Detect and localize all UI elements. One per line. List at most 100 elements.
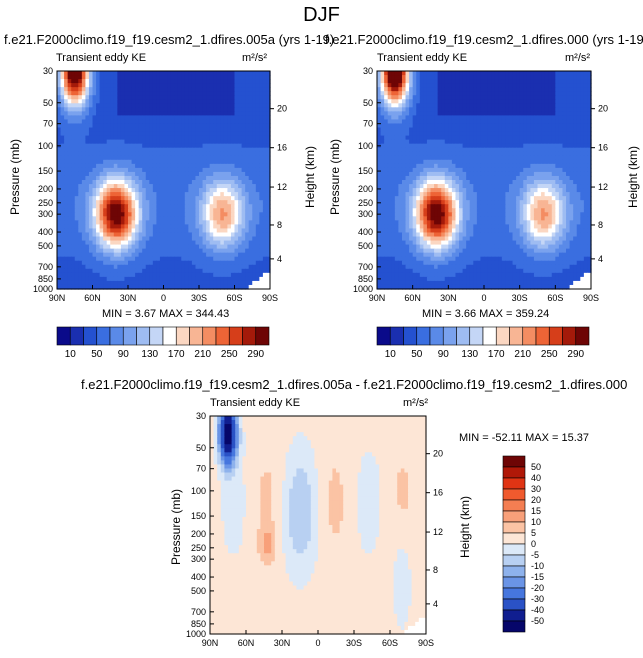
field-cell-2 (519, 143, 524, 149)
field-cell-1 (248, 208, 253, 213)
field-cell-2 (377, 163, 382, 169)
field-cell-2 (462, 95, 467, 100)
field-cell-2 (573, 123, 578, 129)
field-cell-1 (145, 175, 150, 181)
field-cell-1 (124, 99, 129, 104)
field-cell-1 (206, 224, 211, 230)
field-cell-2 (491, 123, 496, 129)
field-cell-2 (398, 167, 403, 173)
field-cell-1 (124, 192, 129, 197)
field-cell-2 (558, 107, 564, 112)
field-cell-1 (103, 236, 108, 242)
field-cell-1 (120, 79, 126, 84)
field-cell-1 (149, 248, 154, 254)
field-cell-2 (544, 159, 549, 165)
field-cell-1 (245, 208, 250, 213)
field-cell-2 (455, 180, 460, 185)
field-cell-1 (60, 75, 65, 80)
field-cell-1 (120, 175, 126, 181)
field-cell-2 (469, 103, 474, 108)
field-cell-1 (245, 280, 250, 286)
field-cell-2 (484, 127, 489, 133)
field-cell-1 (99, 83, 104, 88)
field-cell-1 (238, 224, 243, 230)
field-cell-2 (573, 175, 578, 181)
field-cell-2 (426, 131, 432, 137)
field-cell-1 (85, 200, 90, 205)
field-cell-1 (238, 220, 243, 226)
field-cell-1 (78, 248, 83, 254)
field-cell-1 (92, 167, 97, 173)
field-cell-1 (255, 111, 260, 117)
field-cell-2 (569, 155, 574, 161)
field-cell-2 (469, 75, 474, 80)
field-cell-1 (241, 159, 246, 165)
field-cell-1 (220, 131, 225, 137)
field-cell-2 (409, 139, 414, 145)
x-tick-label-1: 0 (161, 293, 166, 303)
field-cell-1 (152, 75, 157, 80)
field-cell-1 (57, 175, 62, 181)
field-cell-2 (516, 180, 521, 185)
field-cell-1 (78, 79, 83, 84)
field-cell-1 (220, 87, 225, 92)
field-cell-1 (188, 155, 193, 161)
field-cell-2 (558, 171, 564, 177)
field-cell-2 (476, 123, 482, 129)
field-cell-1 (209, 256, 214, 262)
field-cell-2 (548, 135, 553, 141)
field-cell-2 (566, 111, 571, 117)
field-cell-2 (576, 99, 581, 104)
field-cell-1 (96, 216, 101, 221)
field-cell-2 (566, 131, 571, 137)
field-cell-1 (181, 240, 186, 246)
field-cell-1 (220, 256, 225, 262)
field-cell-1 (120, 264, 126, 270)
field-cell-2 (398, 123, 403, 129)
field-cell-1 (60, 143, 65, 149)
field-cell-1 (92, 79, 97, 84)
field-cell-1 (174, 220, 179, 226)
field-cell-1 (184, 248, 189, 254)
field-cell-1 (99, 175, 104, 181)
field-cell-2 (537, 111, 542, 117)
field-cell-1 (238, 107, 243, 112)
field-cell-2 (451, 71, 457, 76)
field-cell-2 (551, 127, 556, 133)
field-cell-1 (64, 131, 69, 137)
field-cell-2 (409, 83, 414, 88)
field-cell-1 (245, 244, 250, 250)
field-cell-1 (167, 272, 172, 278)
field-cell-1 (159, 188, 165, 193)
field-cell-1 (174, 284, 179, 290)
field-cell-1 (145, 280, 150, 286)
field-cell-1 (145, 155, 150, 161)
field-cell-1 (110, 232, 115, 238)
field-cell-1 (230, 204, 236, 209)
field-cell-1 (245, 264, 250, 270)
field-cell-2 (541, 163, 546, 169)
field-cell-1 (96, 167, 101, 173)
field-cell-1 (85, 236, 90, 242)
field-cell-1 (184, 163, 189, 169)
field-cell-2 (476, 115, 482, 121)
field-cell-1 (145, 272, 150, 278)
field-cell-2 (405, 167, 410, 173)
field-cell-1 (234, 167, 239, 173)
field-cell-2 (473, 163, 478, 169)
field-cell-2 (444, 171, 449, 177)
field-cell-2 (405, 155, 410, 161)
field-cell-1 (259, 192, 264, 197)
field-cell-2 (494, 95, 499, 100)
field-cell-2 (576, 95, 581, 100)
field-cell-1 (60, 200, 65, 205)
field-cell-1 (188, 232, 193, 238)
field-cell-1 (78, 192, 83, 197)
field-cell-2 (423, 139, 428, 145)
field-cell-1 (124, 135, 129, 141)
field-cell-2 (448, 151, 453, 157)
field-cell-1 (266, 131, 271, 137)
field-cell-1 (191, 276, 197, 282)
field-cell-2 (587, 71, 592, 76)
field-cell-1 (149, 111, 154, 117)
